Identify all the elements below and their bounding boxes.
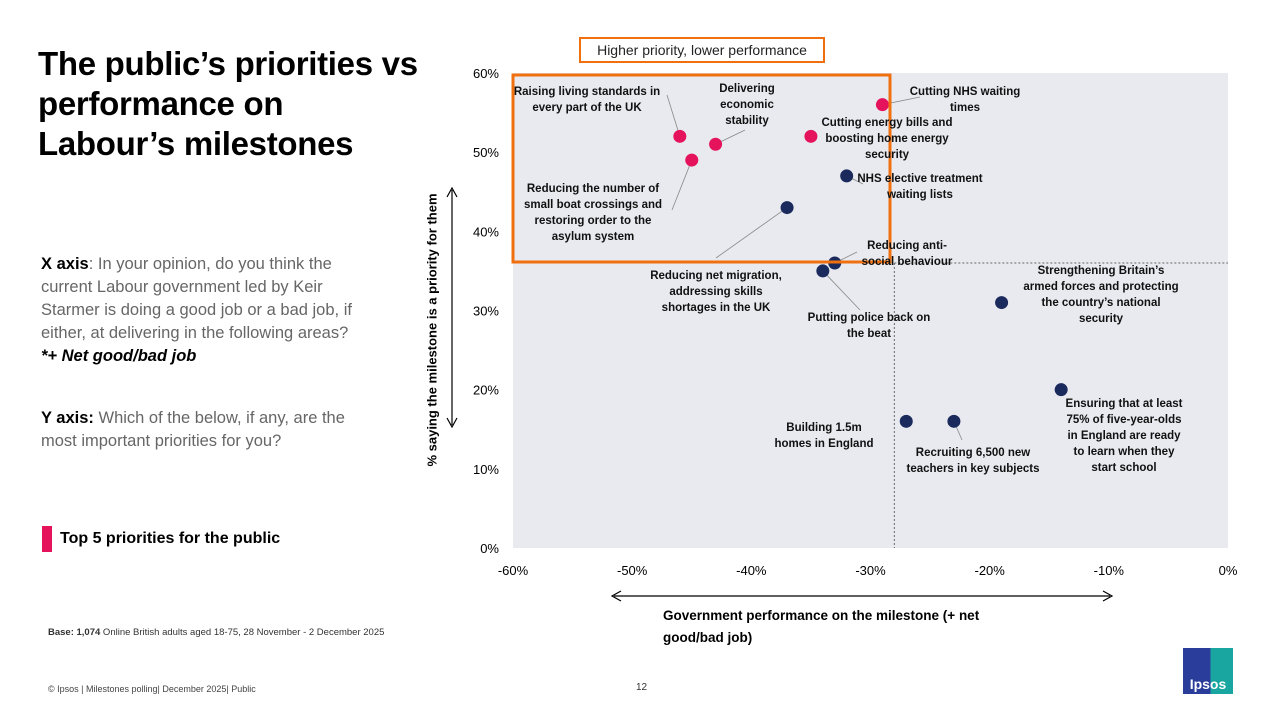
point-label: NHS elective treatment waiting lists <box>857 173 983 201</box>
point-label: Putting police back on the beat <box>807 312 931 340</box>
y-tick-label: 60% <box>473 66 499 81</box>
x-tick-label: -10% <box>1094 563 1125 578</box>
point-label: Reducing anti-social behaviour <box>861 240 953 268</box>
y-tick-label: 40% <box>473 224 499 239</box>
legend: Top 5 priorities for the public <box>42 526 280 552</box>
y-tick-label: 50% <box>473 145 499 160</box>
point-label: Cutting NHS waiting times <box>909 86 1021 114</box>
data-point <box>780 201 794 215</box>
data-point <box>804 129 818 143</box>
page-title: The public’s priorities vs performance o… <box>38 45 418 162</box>
data-point <box>875 98 889 112</box>
point-label: Building 1.5m homes in England <box>774 422 874 450</box>
legend-swatch <box>42 526 52 552</box>
leader-line <box>666 94 681 137</box>
plot-area <box>513 73 1228 548</box>
y-tick-label: 0% <box>480 541 499 556</box>
data-point <box>947 414 961 428</box>
data-point <box>816 264 830 278</box>
data-point <box>840 169 854 183</box>
x-tick-label: 0% <box>1219 563 1238 578</box>
highlight-box-label: Higher priority, lower performance <box>579 37 825 63</box>
x-axis-heading: X axis <box>41 255 89 273</box>
x-tick-label: -20% <box>974 563 1005 578</box>
y-axis-arrowheads <box>446 186 458 429</box>
leader-line <box>671 159 693 211</box>
x-axis-description: X axis: In your opinion, do you think th… <box>41 253 381 368</box>
y-tick-label: 20% <box>473 383 499 398</box>
legend-label: Top 5 priorities for the public <box>60 530 281 547</box>
x-axis-arrowheads <box>610 590 1114 602</box>
data-point <box>1054 383 1068 397</box>
x-tick-label: -50% <box>617 563 648 578</box>
point-label: Recruiting 6,500 new teachers in key sub… <box>906 447 1040 475</box>
base-bold: Base: 1,074 <box>48 627 101 638</box>
y-axis-heading: Y axis: <box>41 409 94 427</box>
base-note: Base: 1,074 Online British adults aged 1… <box>48 627 384 638</box>
data-point <box>899 414 913 428</box>
point-label: Reducing net migration, addressing skill… <box>650 270 782 314</box>
leader-line <box>822 270 861 311</box>
x-axis-text: : In your opinion, do you think the curr… <box>41 255 352 342</box>
x-axis-label: Government performance on the milestone … <box>663 608 980 645</box>
x-axis-note: *+ Net good/bad job <box>41 347 197 365</box>
x-tick-label: -30% <box>855 563 886 578</box>
data-point <box>685 153 699 167</box>
page-number: 12 <box>636 682 648 693</box>
point-label: Ensuring that at least 75% of five-year-… <box>1065 398 1183 474</box>
ipsos-logo: Ipsos <box>1183 648 1233 694</box>
base-text: Online British adults aged 18-75, 28 Nov… <box>100 627 385 638</box>
point-label: Strengthening Britain’s armed forces and… <box>1023 265 1179 325</box>
x-tick-label: -60% <box>498 563 529 578</box>
y-tick-label: 30% <box>473 304 499 319</box>
x-tick-label: -40% <box>736 563 767 578</box>
footer: © Ipsos | Milestones polling| December 2… <box>48 684 256 694</box>
y-tick-label: 10% <box>473 462 499 477</box>
data-point <box>995 296 1009 310</box>
y-axis-label: % saying the milestone is a priority for… <box>424 193 440 467</box>
y-axis-text: Which of the below, if any, are the most… <box>41 409 345 450</box>
highlight-box <box>511 73 892 264</box>
y-axis-description: Y axis: Which of the below, if any, are … <box>41 407 381 453</box>
point-label: Delivering economic stability <box>719 83 775 127</box>
point-label: Reducing the number of small boat crossi… <box>523 183 663 243</box>
point-label: Raising living standards in every part o… <box>513 86 661 114</box>
data-point <box>673 129 687 143</box>
data-point <box>709 137 723 151</box>
leader-line <box>715 207 788 259</box>
point-label: Cutting energy bills and boosting home e… <box>821 117 953 161</box>
